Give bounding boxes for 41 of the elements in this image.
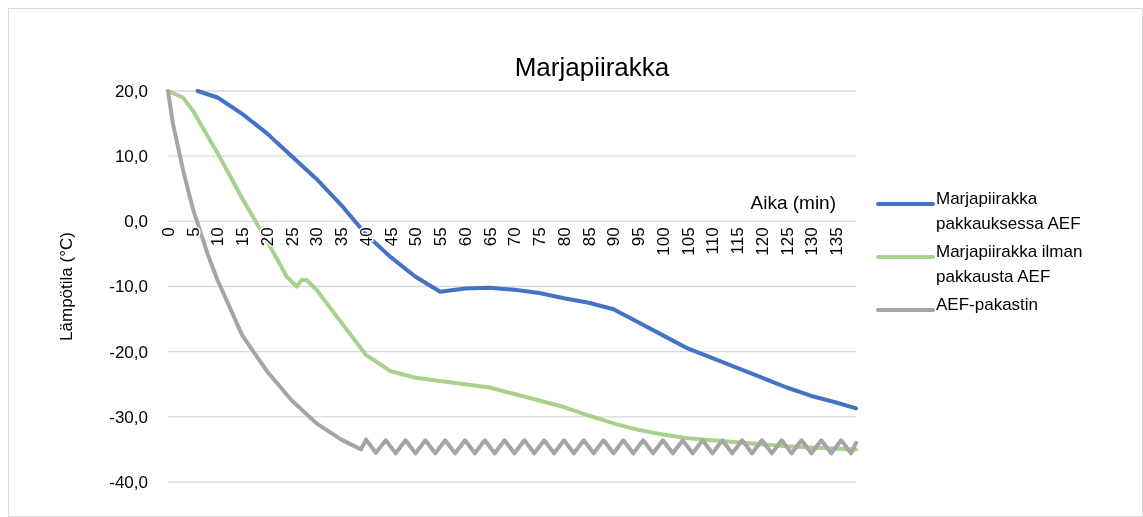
x-tick-label: 90 — [604, 227, 624, 247]
x-tick-label: 20 — [257, 227, 277, 247]
chart-title: Marjapiirakka — [514, 52, 670, 82]
x-axis-title: Aika (min) — [750, 192, 836, 214]
x-tick-label: 55 — [431, 227, 451, 247]
x-tick-label: 25 — [282, 227, 302, 247]
y-tick-label: -30,0 — [109, 407, 148, 427]
x-tick-label: 95 — [629, 227, 649, 247]
x-tick-label: 105 — [678, 227, 698, 256]
x-tick-label: 0 — [158, 227, 178, 237]
x-tick-label: 10 — [208, 227, 228, 247]
x-tick-label: 50 — [406, 227, 426, 247]
x-tick-label: 65 — [480, 227, 500, 247]
y-tick-label: 10,0 — [114, 147, 148, 167]
y-axis-title: Lämpötila (°C) — [57, 232, 76, 341]
x-tick-label: 110 — [703, 227, 723, 255]
x-tick-label: 75 — [530, 227, 550, 247]
x-tick-label: 80 — [554, 227, 574, 247]
x-tick-label: 120 — [752, 227, 772, 256]
x-tick-label: 60 — [455, 227, 475, 247]
legend-label: Marjapiirakka ilman pakkausta AEF — [936, 242, 1083, 286]
legend-label: Marjapiirakka pakkauksessa AEF — [936, 189, 1081, 233]
x-tick-label: 30 — [307, 227, 327, 247]
y-tick-label: -10,0 — [109, 277, 148, 297]
x-tick-label: 5 — [183, 227, 203, 237]
x-tick-label: 100 — [653, 227, 673, 256]
y-tick-label: 0,0 — [124, 212, 148, 232]
x-tick-label: 40 — [356, 227, 376, 247]
x-tick-label: 15 — [233, 227, 253, 247]
x-tick-label: 85 — [579, 227, 599, 247]
y-tick-label: 20,0 — [114, 81, 148, 101]
x-tick-label: 135 — [827, 227, 847, 256]
y-tick-label: -20,0 — [109, 342, 148, 362]
x-tick-label: 130 — [802, 227, 822, 256]
x-tick-label: 35 — [332, 227, 352, 247]
x-tick-label: 70 — [505, 227, 525, 247]
x-tick-label: 115 — [728, 227, 748, 255]
y-tick-label: -40,0 — [109, 472, 148, 492]
x-tick-label: 45 — [381, 227, 401, 247]
legend-label: AEF-pakastin — [936, 295, 1039, 314]
x-tick-label: 125 — [777, 227, 797, 256]
